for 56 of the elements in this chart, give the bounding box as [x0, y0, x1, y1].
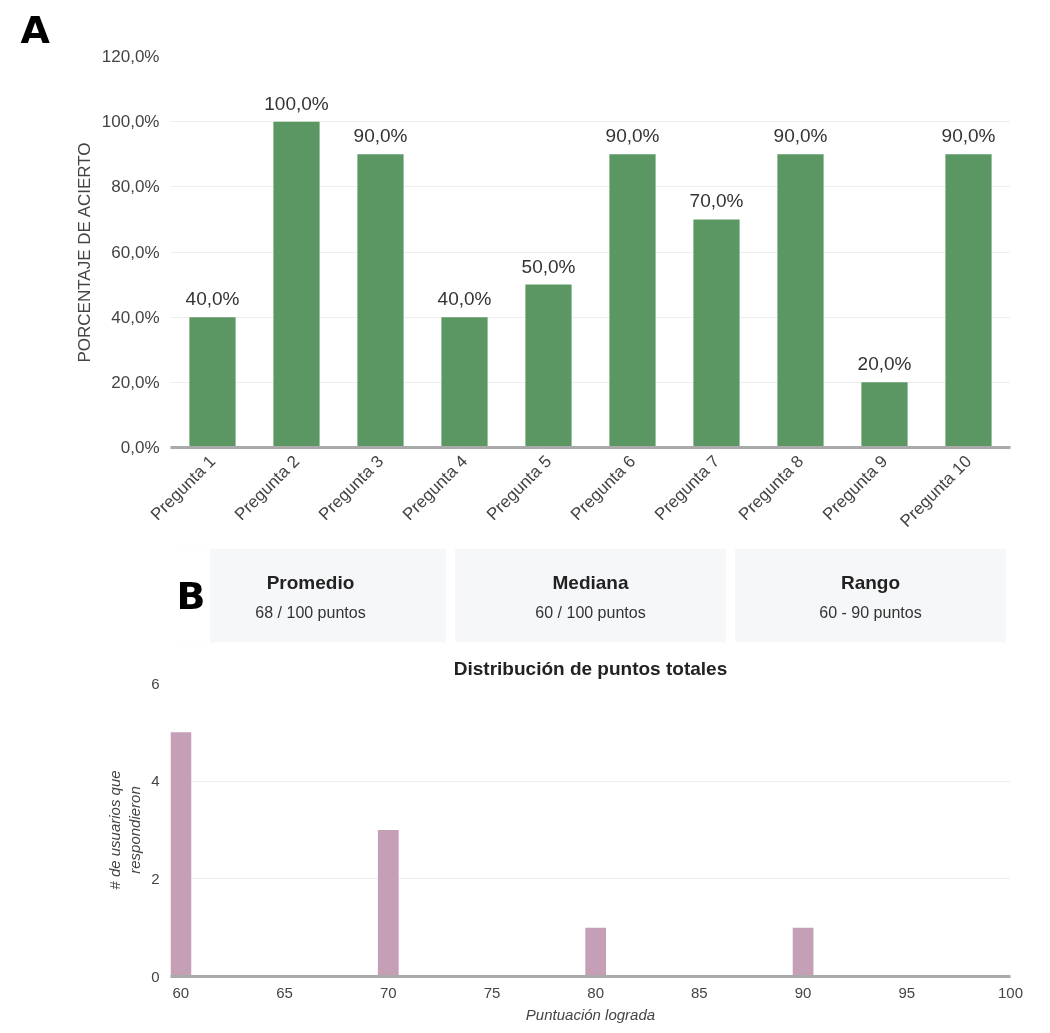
- data-label: 50,0%: [521, 255, 576, 277]
- bar: [585, 927, 607, 977]
- y-tick-label: 40,0%: [111, 307, 160, 327]
- y-tick-label: 100,0%: [101, 112, 160, 132]
- x-tick-label: 70: [379, 983, 397, 1001]
- y-tick-label: 0,0%: [120, 438, 160, 457]
- x-tick-label: 95: [898, 983, 916, 1001]
- bar: [377, 830, 399, 977]
- category-label: Mediana: [552, 571, 629, 593]
- data-label: 90,0%: [353, 125, 408, 147]
- y-tick-label: 6: [151, 674, 160, 692]
- y-tick-label: 60,0%: [111, 242, 160, 262]
- y-tick-label: 2: [151, 869, 160, 887]
- x-tick-label: 80: [587, 983, 605, 1001]
- bar: [357, 154, 404, 448]
- bar: [861, 382, 908, 448]
- bar: [609, 154, 656, 448]
- y-tick-label: 0: [151, 967, 160, 985]
- data-label: 90,0%: [605, 125, 660, 147]
- bar: [777, 154, 824, 448]
- x-tick-label: 60: [172, 983, 190, 1001]
- bar: [189, 317, 236, 448]
- y-tick-label: 20,0%: [111, 372, 160, 392]
- bar: [792, 927, 814, 977]
- y-tick-label: 4: [151, 772, 160, 790]
- bar: [945, 154, 992, 448]
- x-tick-label: 85: [691, 983, 708, 1001]
- data-label: 40,0%: [185, 288, 240, 310]
- bar: [525, 284, 572, 448]
- data-label: 90,0%: [941, 125, 996, 147]
- data-label: 40,0%: [437, 288, 492, 310]
- data-label: 70,0%: [689, 190, 744, 212]
- x-tick-label: 90: [794, 983, 812, 1001]
- text: A: [20, 7, 51, 52]
- category-label: Rango: [840, 571, 901, 593]
- text: 60 - 90 puntos: [819, 603, 922, 621]
- x-tick-label: 75: [483, 983, 501, 1001]
- text: B: [176, 573, 206, 618]
- text: 60 / 100 puntos: [535, 603, 646, 621]
- data-label: 20,0%: [857, 353, 912, 375]
- data-label: 100,0%: [264, 92, 329, 114]
- x-tick-label: 100: [997, 983, 1024, 1001]
- text: 68 / 100 puntos: [255, 603, 366, 621]
- y-tick-label: 120,0%: [101, 47, 160, 66]
- y-axis-title: PORCENTAJE DE ACIERTO: [74, 142, 94, 363]
- category-label: Promedio: [266, 571, 355, 593]
- x-axis-title: Puntuación lograda: [525, 1005, 656, 1023]
- chart-title: Distribución de puntos totales: [453, 657, 728, 679]
- x-tick-label: 65: [276, 983, 293, 1001]
- bar: [693, 219, 740, 448]
- data-label: 90,0%: [773, 125, 828, 147]
- bar: [441, 317, 488, 448]
- y-tick-label: 80,0%: [111, 177, 160, 197]
- bar: [170, 732, 192, 977]
- y-axis-title: # de usuarios que respondieron: [105, 770, 144, 890]
- bar: [273, 121, 320, 448]
